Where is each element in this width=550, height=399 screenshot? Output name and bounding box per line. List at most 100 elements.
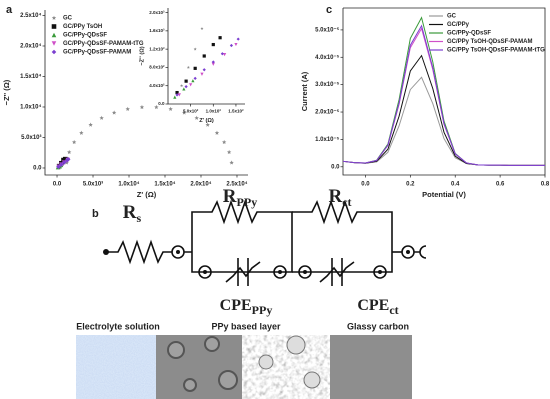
y-tick-label: 3.0x10⁻⁵ [315, 82, 340, 88]
data-point [99, 115, 104, 120]
y-tick-label: 4.0x10⁻⁵ [315, 55, 340, 61]
micrographs [76, 335, 412, 399]
data-point [175, 93, 179, 97]
data-point [234, 42, 238, 47]
data-point [79, 130, 84, 135]
legend-label: GC/PPy [447, 22, 470, 28]
x-axis-label: Potential (V) [422, 190, 466, 199]
y-tick-label: 0.0 [158, 101, 165, 106]
data-point [184, 79, 188, 83]
legend-label: GC/PPy-QDsSF-PAMAM [63, 50, 131, 56]
data-point [56, 164, 61, 170]
data-point [71, 139, 77, 145]
data-point [184, 85, 188, 89]
y-tick-label: 2.0x10³ [149, 10, 165, 15]
x-tick-label: 2.5x10⁴ [226, 182, 247, 188]
axis-frame [342, 7, 546, 176]
data-point [220, 52, 224, 56]
data-point [211, 62, 215, 66]
circuit [103, 199, 427, 286]
panel-label: c [326, 4, 332, 16]
layer-label: Electrolyte solution [76, 321, 160, 331]
legend-label: GC/PPy TsOH-QDsSF-PAMAM [447, 39, 532, 45]
data-point [202, 54, 206, 58]
line-series [342, 54, 545, 166]
y-tick-label: 4.0x10² [149, 83, 165, 88]
data-point [211, 60, 215, 64]
data-point [214, 130, 220, 135]
data-point [180, 84, 184, 88]
data-point [205, 122, 210, 127]
x-tick-label: 5.0x10³ [83, 181, 103, 188]
data-point [59, 162, 64, 167]
rct-label: Rct [328, 186, 351, 208]
data-point [193, 47, 197, 51]
data-point [61, 160, 67, 165]
y-tick-label: 1.0x10⁻⁵ [315, 137, 340, 143]
data-point [229, 160, 234, 165]
legend-label: GC [63, 16, 73, 22]
x-tick-label: 0.0 [361, 182, 370, 188]
legend-marker [51, 41, 57, 46]
x-tick-label: 0.0 [53, 182, 62, 188]
cpeppy-label: CPEPPy [220, 297, 273, 317]
rppy-label: RPPy [223, 186, 257, 208]
y-tick-label: 1.5x10⁴ [20, 74, 41, 80]
cpect-label: CPEct [357, 297, 398, 317]
y-tick-label: 5.0x10⁻⁵ [315, 27, 340, 33]
data-point [168, 106, 173, 111]
y-tick-label: 1.6x10³ [149, 28, 165, 33]
y-tick-label: 2.0x10⁻⁵ [315, 110, 340, 116]
data-point [202, 68, 206, 72]
x-tick-label: 0.8 [541, 182, 550, 188]
data-point [218, 36, 222, 40]
data-point [154, 104, 159, 110]
y-axis-label: −Z'' (Ω) [2, 79, 11, 105]
data-point [173, 95, 177, 99]
y-tick-label: 1.0x10⁴ [20, 105, 41, 111]
x-tick-label: 1.5x10³ [228, 109, 244, 114]
data-point [193, 76, 197, 80]
data-point [67, 149, 72, 155]
data-point [182, 87, 186, 91]
data-point [193, 66, 197, 70]
x-tick-label: 1.5x10⁴ [154, 182, 175, 188]
y-tick-label: 8.0x10² [149, 65, 165, 70]
legend-marker [51, 49, 57, 55]
y-tick-label: 5.0x10³ [21, 134, 41, 141]
data-point [229, 43, 234, 48]
data-point [182, 110, 187, 115]
axis-frame [44, 10, 248, 176]
legend-label: GC/PPy-QDsSF [447, 31, 491, 37]
legend-marker [51, 32, 57, 38]
data-point [125, 106, 130, 111]
data-point [139, 104, 145, 110]
y-tick-label: 2.0x10⁴ [20, 44, 41, 50]
x-axis-label: Z' (Ω) [199, 118, 214, 124]
data-point [200, 72, 204, 76]
data-point [189, 83, 193, 87]
x-tick-label: 5.0x10² [183, 109, 199, 114]
data-point [177, 93, 181, 97]
data-point [111, 110, 117, 115]
inset-background [168, 8, 245, 104]
y-tick-label: 1.2x10³ [149, 46, 165, 51]
y-tick-label: 2.5x10⁴ [20, 13, 41, 19]
data-point [88, 122, 93, 127]
x-tick-label: 0.6 [496, 182, 505, 188]
data-point [194, 115, 199, 120]
x-tick-label: 0.4 [451, 182, 460, 188]
data-point [64, 160, 69, 165]
y-tick-label: 0.0 [331, 164, 340, 170]
legend-label: GC [447, 14, 457, 20]
data-point [211, 42, 215, 47]
y-axis-label: −Z'' (Ω) [139, 46, 145, 65]
x-tick-label: 1.0x10⁴ [118, 182, 139, 188]
y-tick-label: 0.0 [33, 166, 42, 172]
legend-label: GC/PPy-QDsSF-PAMAM-tTG [63, 41, 144, 47]
layer-label: PPy based layer [211, 321, 281, 331]
x-tick-label: 2.0x10⁴ [190, 182, 211, 188]
legend-label: GC/PPy TsOH-QDsSF-PAMAM-tTG [447, 48, 545, 54]
panel-label: a [6, 4, 13, 16]
